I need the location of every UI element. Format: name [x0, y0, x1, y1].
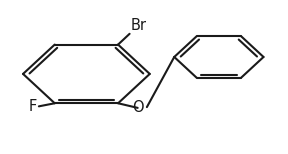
- Text: Br: Br: [131, 18, 147, 32]
- Text: O: O: [132, 100, 143, 115]
- Text: F: F: [28, 99, 37, 114]
